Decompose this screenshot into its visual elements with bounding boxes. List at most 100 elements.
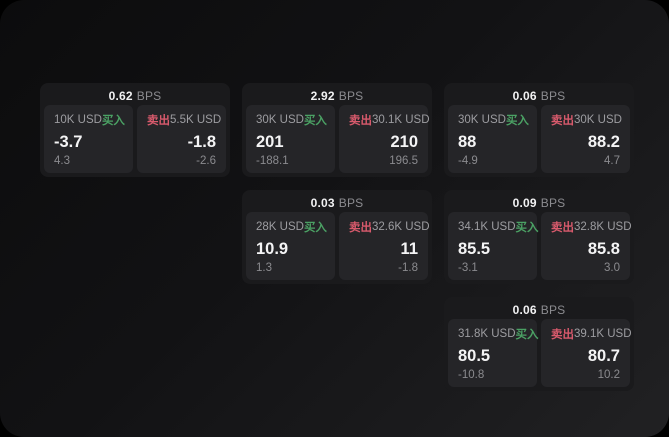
quote-panels: 34.1K USD 买入 85.5 -3.1 卖出 32.8K USD 85.8… xyxy=(448,212,632,280)
buy-price: 201 xyxy=(256,132,284,151)
buy-delta: 4.3 xyxy=(54,154,70,167)
sell-amount: 30K USD xyxy=(574,114,622,126)
sell-amount: 32.6K USD xyxy=(372,221,430,233)
quote-card: 0.62 BPS 10K USD 买入 -3.7 4.3 卖出 5.5K USD… xyxy=(40,83,230,177)
sell-delta: 196.5 xyxy=(389,154,418,167)
sell-panel[interactable]: 卖出 32.8K USD 85.8 3.0 xyxy=(541,212,632,280)
quote-panels: 10K USD 买入 -3.7 4.3 卖出 5.5K USD -1.8 -2.… xyxy=(44,105,226,173)
card-header: 0.62 BPS xyxy=(44,86,226,105)
sell-price: 11 xyxy=(400,239,418,258)
buy-panel-top: 30K USD 买入 xyxy=(458,112,529,128)
sell-panel[interactable]: 卖出 30.1K USD 210 196.5 xyxy=(339,105,430,173)
bps-value: 0.03 xyxy=(310,195,335,210)
card-header: 0.06 BPS xyxy=(448,86,630,105)
quote-card: 2.92 BPS 30K USD 买入 201 -188.1 卖出 30.1K … xyxy=(242,83,432,177)
bps-value: 2.92 xyxy=(310,88,335,103)
bps-value: 0.09 xyxy=(512,195,537,210)
quote-panels: 30K USD 买入 88 -4.9 卖出 30K USD 88.2 4.7 xyxy=(448,105,630,173)
buy-panel[interactable]: 30K USD 买入 88 -4.9 xyxy=(448,105,537,173)
buy-amount: 34.1K USD xyxy=(458,221,516,233)
sell-delta: 4.7 xyxy=(604,154,620,167)
quotes-grid: 0.62 BPS 10K USD 买入 -3.7 4.3 卖出 5.5K USD… xyxy=(40,83,634,391)
buy-price: -3.7 xyxy=(54,132,83,151)
buy-amount: 10K USD xyxy=(54,114,102,126)
buy-panel-top: 10K USD 买入 xyxy=(54,112,125,128)
card-header: 0.06 BPS xyxy=(448,300,630,319)
sell-price: 88.2 xyxy=(587,132,620,151)
bps-value: 0.06 xyxy=(512,302,537,317)
buy-amount: 31.8K USD xyxy=(458,328,516,340)
buy-side-label: 买入 xyxy=(505,115,529,127)
quote-card: 0.06 BPS 31.8K USD 买入 80.5 -10.8 卖出 39.1… xyxy=(444,297,634,391)
sell-price: 210 xyxy=(390,132,418,151)
card-header: 0.09 BPS xyxy=(448,193,630,212)
sell-amount: 30.1K USD xyxy=(372,114,430,126)
sell-side-label: 卖出 xyxy=(349,115,372,127)
sell-panel-top: 卖出 32.8K USD xyxy=(551,219,632,235)
buy-side-label: 买入 xyxy=(303,222,327,234)
buy-side-label: 买入 xyxy=(101,115,125,127)
sell-price: 85.8 xyxy=(587,239,620,258)
quote-card: 0.06 BPS 30K USD 买入 88 -4.9 卖出 30K USD 8… xyxy=(444,83,634,177)
buy-amount: 30K USD xyxy=(458,114,506,126)
sell-side-label: 卖出 xyxy=(551,329,574,341)
buy-side-label: 买入 xyxy=(303,115,327,127)
sell-panel-top: 卖出 32.6K USD xyxy=(349,219,430,235)
sell-delta: -2.6 xyxy=(196,154,216,167)
quote-panels: 28K USD 买入 10.9 1.3 卖出 32.6K USD 11 -1.8 xyxy=(246,212,430,280)
sell-price: -1.8 xyxy=(187,132,216,151)
buy-amount: 30K USD xyxy=(256,114,304,126)
bps-unit-label: BPS xyxy=(540,88,566,103)
bps-unit-label: BPS xyxy=(338,195,364,210)
bps-value: 0.06 xyxy=(512,88,537,103)
quote-card: 0.03 BPS 28K USD 买入 10.9 1.3 卖出 32.6K US… xyxy=(242,190,432,284)
sell-price: 80.7 xyxy=(587,346,620,365)
sell-panel-top: 卖出 39.1K USD xyxy=(551,326,632,342)
buy-amount: 28K USD xyxy=(256,221,304,233)
sell-side-label: 卖出 xyxy=(551,222,574,234)
sell-panel[interactable]: 卖出 5.5K USD -1.8 -2.6 xyxy=(137,105,226,173)
quote-panels: 30K USD 买入 201 -188.1 卖出 30.1K USD 210 1… xyxy=(246,105,430,173)
buy-price: 85.5 xyxy=(458,239,491,258)
sell-amount: 5.5K USD xyxy=(170,114,222,126)
sell-panel-top: 卖出 30K USD xyxy=(551,112,622,128)
sell-delta: -1.8 xyxy=(398,261,418,274)
sell-panel[interactable]: 卖出 39.1K USD 80.7 10.2 xyxy=(541,319,632,387)
bps-unit-label: BPS xyxy=(540,302,566,317)
buy-panel[interactable]: 28K USD 买入 10.9 1.3 xyxy=(246,212,335,280)
bps-value: 0.62 xyxy=(108,88,133,103)
buy-delta: -10.8 xyxy=(458,368,485,381)
sell-panel[interactable]: 卖出 32.6K USD 11 -1.8 xyxy=(339,212,430,280)
quote-panels: 31.8K USD 买入 80.5 -10.8 卖出 39.1K USD 80.… xyxy=(448,319,632,387)
buy-panel-top: 30K USD 买入 xyxy=(256,112,327,128)
sell-side-label: 卖出 xyxy=(349,222,372,234)
buy-delta: -4.9 xyxy=(458,154,478,167)
bps-unit-label: BPS xyxy=(338,88,364,103)
sell-panel[interactable]: 卖出 30K USD 88.2 4.7 xyxy=(541,105,630,173)
buy-panel[interactable]: 34.1K USD 买入 85.5 -3.1 xyxy=(448,212,539,280)
buy-panel-top: 28K USD 买入 xyxy=(256,219,327,235)
sell-side-label: 卖出 xyxy=(551,115,574,127)
sell-delta: 10.2 xyxy=(597,368,620,381)
buy-price: 80.5 xyxy=(458,346,491,365)
sell-side-label: 卖出 xyxy=(147,115,170,127)
buy-panel[interactable]: 31.8K USD 买入 80.5 -10.8 xyxy=(448,319,539,387)
buy-price: 88 xyxy=(458,132,477,151)
buy-side-label: 买入 xyxy=(515,329,539,341)
buy-panel[interactable]: 30K USD 买入 201 -188.1 xyxy=(246,105,335,173)
buy-side-label: 买入 xyxy=(515,222,539,234)
bps-unit-label: BPS xyxy=(136,88,162,103)
buy-delta: 1.3 xyxy=(256,261,272,274)
card-header: 0.03 BPS xyxy=(246,193,428,212)
bps-unit-label: BPS xyxy=(540,195,566,210)
buy-delta: -3.1 xyxy=(458,261,478,274)
buy-panel[interactable]: 10K USD 买入 -3.7 4.3 xyxy=(44,105,133,173)
quote-card: 0.09 BPS 34.1K USD 买入 85.5 -3.1 卖出 32.8K… xyxy=(444,190,634,284)
card-header: 2.92 BPS xyxy=(246,86,428,105)
sell-delta: 3.0 xyxy=(604,261,620,274)
buy-price: 10.9 xyxy=(256,239,289,258)
sell-amount: 32.8K USD xyxy=(574,221,632,233)
buy-panel-top: 31.8K USD 买入 xyxy=(458,326,539,342)
buy-panel-top: 34.1K USD 买入 xyxy=(458,219,539,235)
